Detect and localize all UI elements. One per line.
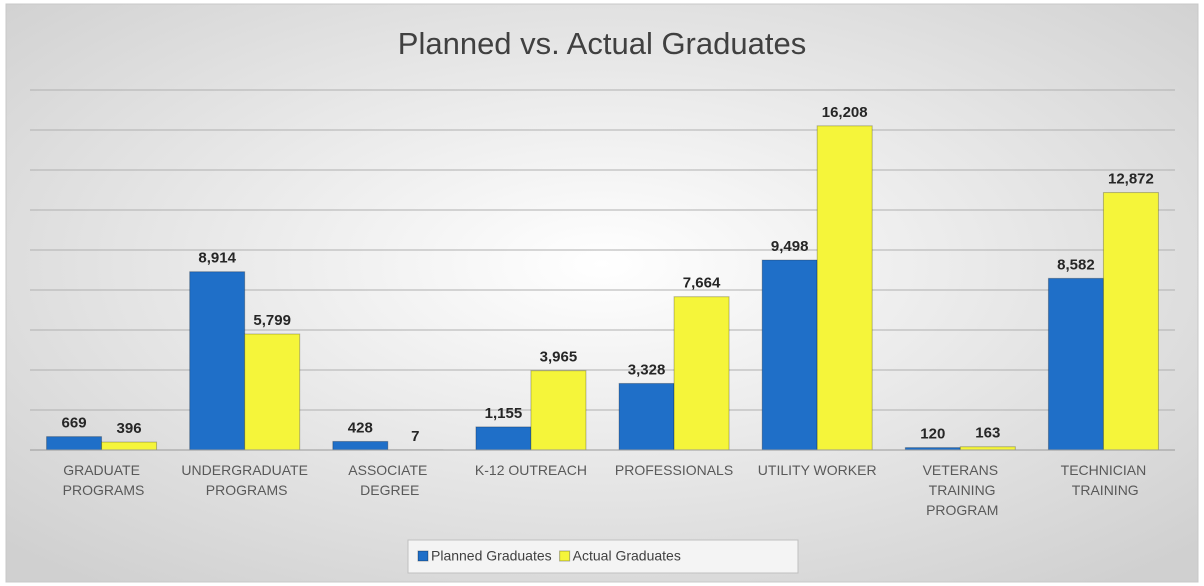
data-label: 12,872 bbox=[1108, 171, 1154, 188]
chart-title: Planned vs. Actual Graduates bbox=[398, 26, 806, 61]
legend-label: Planned Graduates bbox=[431, 548, 552, 564]
bar bbox=[475, 426, 532, 451]
bar bbox=[1047, 277, 1104, 451]
bar bbox=[816, 125, 873, 451]
data-label: 3,965 bbox=[540, 349, 578, 366]
bar bbox=[1102, 192, 1159, 451]
bar bbox=[618, 382, 675, 451]
data-label: 163 bbox=[975, 425, 1000, 442]
data-label: 7,664 bbox=[683, 275, 721, 292]
x-tick-label: UNDERGRADUATE PROGRAMS bbox=[181, 462, 308, 498]
bar bbox=[244, 333, 301, 451]
legend-label: Actual Graduates bbox=[573, 548, 681, 564]
legend-swatch bbox=[559, 550, 571, 562]
data-label: 120 bbox=[920, 426, 945, 443]
data-label: 9,498 bbox=[771, 238, 809, 255]
data-label: 669 bbox=[62, 415, 87, 432]
bar bbox=[332, 440, 389, 451]
x-tick-label: UTILITY WORKER bbox=[758, 462, 877, 478]
data-label: 396 bbox=[117, 420, 142, 437]
chart-background bbox=[5, 3, 1199, 583]
x-tick-label: GRADUATE PROGRAMS bbox=[59, 462, 145, 498]
data-label: 8,914 bbox=[198, 250, 236, 267]
bar bbox=[101, 441, 158, 451]
data-label: 7 bbox=[411, 428, 419, 445]
data-label: 16,208 bbox=[822, 104, 868, 121]
legend-box bbox=[407, 539, 799, 574]
data-label: 428 bbox=[348, 419, 373, 436]
bar bbox=[530, 370, 587, 451]
x-tick-label: K-12 OUTREACH bbox=[475, 462, 587, 478]
data-label: 3,328 bbox=[628, 361, 666, 378]
data-label: 5,799 bbox=[253, 312, 291, 329]
legend-swatch bbox=[417, 550, 429, 562]
bar bbox=[673, 296, 730, 451]
data-label: 8,582 bbox=[1057, 256, 1095, 273]
x-tick-label: ASSOCIATE DEGREE bbox=[348, 462, 427, 498]
bar bbox=[46, 436, 103, 451]
bar bbox=[189, 271, 246, 451]
x-tick-label: TECHNICIAN TRAINING bbox=[1061, 462, 1147, 498]
data-label: 1,155 bbox=[485, 405, 523, 422]
x-tick-label: VETERANS TRAINING PROGRAM bbox=[922, 462, 998, 518]
bar bbox=[761, 259, 818, 451]
x-tick-label: PROFESSIONALS bbox=[615, 462, 733, 478]
